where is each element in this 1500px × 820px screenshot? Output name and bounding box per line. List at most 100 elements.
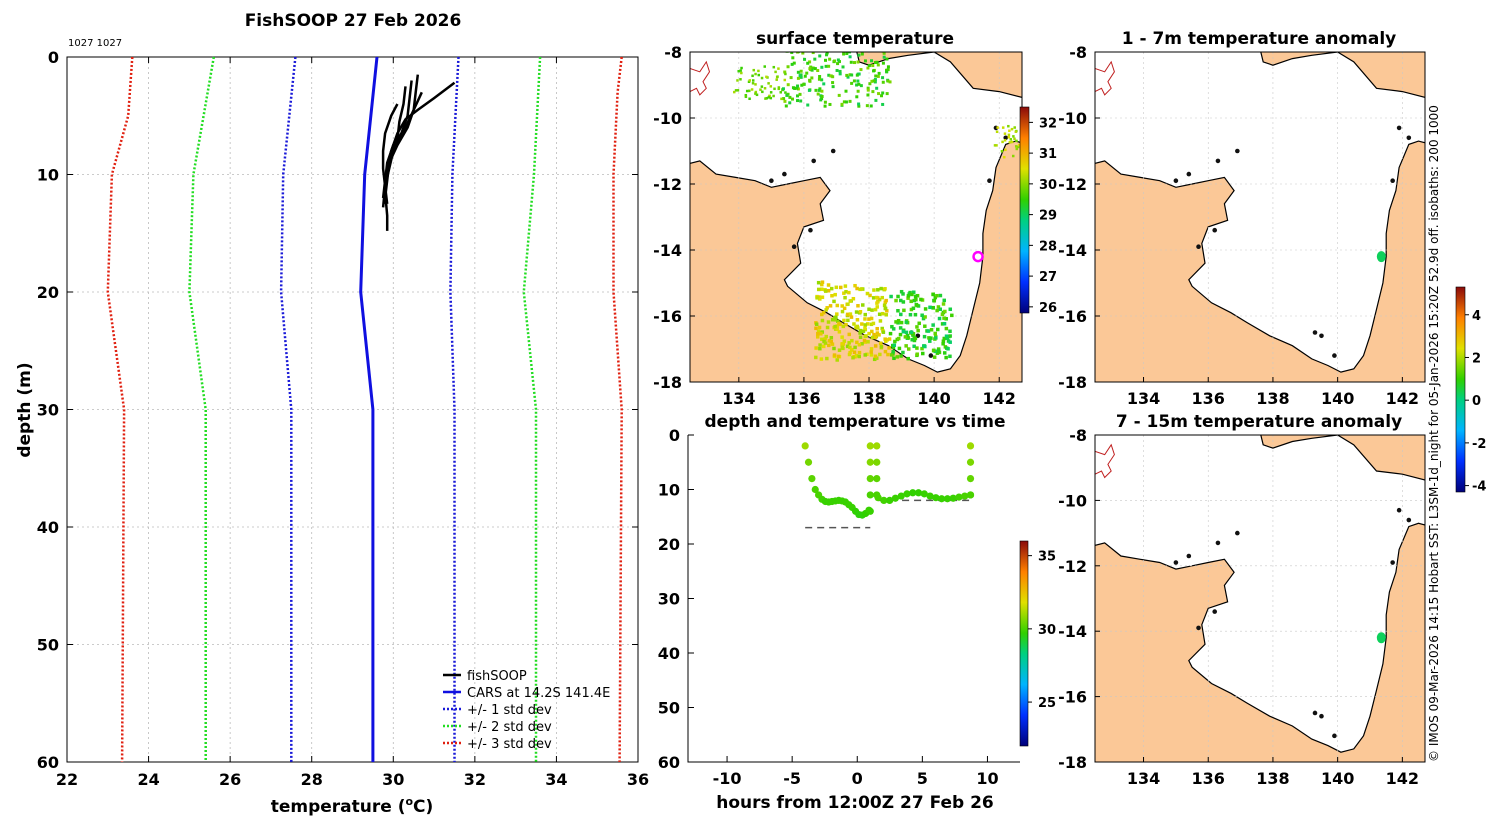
sst-pixel [926, 329, 931, 333]
sst-pixel [881, 61, 885, 65]
sst-pixel [906, 294, 911, 298]
sst-pixel [817, 88, 821, 92]
sst-pixel [950, 313, 954, 318]
sst-pixel [887, 346, 891, 350]
sst-pixel [863, 353, 867, 357]
sst-pixel [847, 332, 851, 337]
profile-legend: fishSOOP CARS at 14.2S 141.4E +/- 1 std … [443, 669, 610, 752]
sst-pixel [829, 286, 834, 291]
sst-pixel [932, 355, 937, 359]
sst-pixel [867, 64, 871, 68]
sst-pixel [784, 72, 787, 76]
an2-isobath [1095, 443, 1115, 479]
sst-pixel [868, 293, 872, 298]
profile-tick-label-x: 30 [382, 770, 404, 789]
sst-island [769, 178, 774, 183]
sst-island [928, 353, 934, 358]
sst-pixel [899, 354, 903, 358]
sst-pixel [1017, 143, 1021, 147]
sst-pixel [765, 96, 769, 100]
sst-pixel [820, 280, 825, 284]
sst-isobath [690, 60, 711, 96]
sst-pixel [843, 284, 848, 288]
sst-pixel [744, 95, 748, 99]
sst-pixel [881, 76, 885, 80]
sst-pixel [874, 295, 879, 300]
sst-pixel [813, 57, 817, 61]
sst-pixel [877, 92, 881, 96]
sst-pixel [946, 347, 950, 351]
credit-text: © IMOS 09-Mar-2026 14:15 Hobart SST: L3S… [1427, 105, 1441, 762]
sst-pixel [1003, 139, 1007, 142]
sst-pixel [875, 326, 879, 331]
dt-tick-label-y: 0 [669, 426, 680, 445]
sst-pixel [891, 350, 895, 354]
sst-pixel [941, 339, 946, 343]
an2-land-newguinea [1260, 435, 1425, 481]
sst-pixel [825, 53, 829, 57]
sst-pixel [836, 58, 840, 62]
dt-tick-label-y: 60 [658, 753, 680, 772]
sst-pixel [857, 102, 861, 106]
an1-tick-label-y: -8 [1069, 43, 1087, 62]
sst-pixel [831, 85, 835, 89]
dt-point [949, 494, 957, 502]
sst-pixel [885, 92, 889, 96]
dt-axes-frame [687, 435, 1020, 763]
sst-pixel [763, 87, 767, 90]
sst-pixel [824, 334, 829, 339]
profile-tick-label-y: 60 [37, 753, 59, 772]
sst-pixel [833, 292, 837, 297]
sst-pixel [884, 298, 888, 303]
fishsoop-profile-line [383, 86, 407, 231]
sst-pixel [936, 327, 940, 332]
sst-pixel [915, 352, 919, 356]
sst-pixel [944, 334, 949, 338]
sst-pixel [751, 74, 754, 78]
sst-pixel [752, 68, 756, 72]
sst-pixel [942, 321, 947, 326]
sst-pixel [848, 350, 852, 355]
profile-tick-label-y: 50 [37, 636, 59, 655]
sst-map-panel: 134 136 138 140 142 -8 -10 -12 -14 -16 -18 26 27 28 29… [653, 43, 1057, 408]
sst-pixel [838, 69, 842, 73]
sst-pixel [897, 346, 902, 351]
sst-pixel [822, 310, 826, 315]
sst-pixel [744, 93, 748, 97]
sst-pixel [933, 331, 937, 336]
sst-pixel [874, 74, 878, 78]
sst-pixel [936, 305, 941, 309]
sst-pixel [824, 289, 828, 293]
sst-pixel [904, 344, 908, 348]
sst-pixel [876, 63, 880, 67]
sst-colorbar-tick-label: 26 [1039, 301, 1057, 316]
sst-pixel [853, 283, 857, 288]
sst-pixel [881, 80, 885, 84]
sst-pixel [866, 93, 870, 97]
sst-pixel [894, 320, 898, 324]
sst-pixel [833, 59, 837, 63]
sst-pixel [799, 69, 803, 73]
sst-pixel [875, 86, 879, 90]
dt-point [873, 458, 881, 466]
an2-tick-label-y: -12 [1058, 557, 1087, 576]
sst-pixel [763, 65, 766, 68]
an2-island [1390, 560, 1395, 565]
sst-pixel [938, 293, 943, 298]
sst-pixel [846, 318, 850, 323]
an2-island [1396, 507, 1402, 513]
sst-pixel [880, 295, 885, 300]
dt-tick-label-x: 10 [976, 769, 998, 788]
sst-pixel [1001, 126, 1005, 129]
sst-pixel [848, 299, 853, 303]
sst-pixel [937, 316, 942, 321]
sst-pixel [799, 99, 803, 103]
sst-pixel [878, 352, 882, 357]
an2-tick-label-x: 140 [1321, 769, 1354, 788]
sst-pixel [1007, 135, 1011, 139]
anomaly-colorbar-panel: -4 -2 0 2 4 [1455, 286, 1486, 495]
dt-point [866, 507, 874, 515]
sst-pixel [1014, 145, 1018, 148]
sst-pixel [935, 293, 939, 298]
